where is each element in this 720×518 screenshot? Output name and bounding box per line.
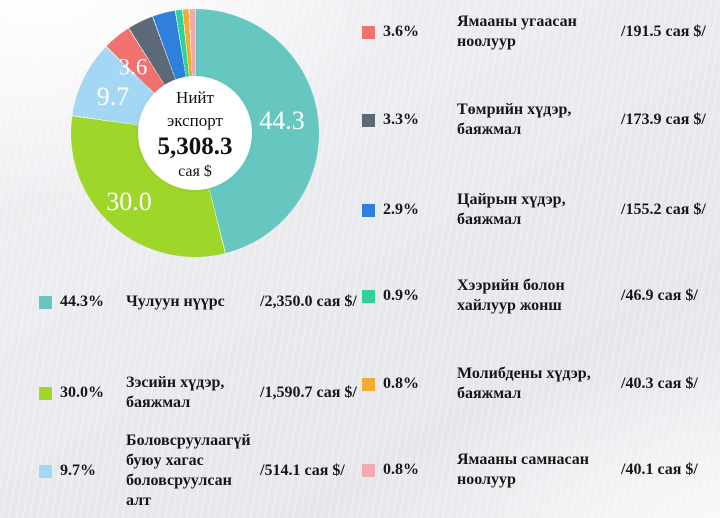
center-unit: сая $ bbox=[178, 163, 212, 181]
legend-value: /191.5 сая $/ bbox=[621, 23, 706, 40]
legend-item: 30.0% Зэсийн хүдэр, баяжмал/1,590.7 сая $… bbox=[35, 362, 357, 424]
legend-percent: 9.7% bbox=[60, 462, 96, 479]
legend-label: Цайрын хүдэр, баяжмал bbox=[457, 191, 566, 228]
legend-swatch bbox=[39, 464, 52, 478]
legend-label: Боловсруулаагүй буюу хагас боловсруулсан… bbox=[126, 432, 251, 509]
legend-item: 3.6% Ямааны угаасан ноолуур/191.5 сая $/ bbox=[358, 8, 716, 56]
legend-swatch bbox=[362, 289, 375, 303]
legend-column-right: 3.6% Ямааны угаасан ноолуур/191.5 сая $/3… bbox=[358, 0, 716, 518]
legend-item: 44.3% Чулуун нүүрс/2,350.0 сая $/ bbox=[35, 278, 357, 326]
legend-item: 0.9% Хээрийн болон хайлуур жонш/46.9 сая … bbox=[358, 272, 716, 320]
legend-item: 3.3% Төмрийн хүдэр, баяжмал/173.9 сая $/ bbox=[358, 96, 716, 144]
donut-center: Нийт экспорт 5,308.3 сая $ bbox=[138, 76, 252, 190]
pie-slice-label: 3.6 bbox=[118, 54, 148, 80]
legend-swatch bbox=[39, 295, 52, 309]
legend-swatch bbox=[362, 377, 375, 391]
legend-label: Ямааны самнасан ноолуур bbox=[457, 451, 589, 488]
legend-value: /514.1 сая $/ bbox=[260, 462, 345, 479]
legend-label: Молибдены хүдэр, баяжмал bbox=[457, 365, 591, 402]
pie-chart: 44.3 30.0 9.7 3.6 Нийт экспорт 5,308.3 с… bbox=[71, 9, 319, 257]
legend-percent: 3.3% bbox=[383, 111, 419, 128]
legend-value: /46.9 сая $/ bbox=[621, 287, 698, 304]
legend-value: /173.9 сая $/ bbox=[621, 111, 706, 128]
pie-slice-label: 9.7 bbox=[96, 82, 130, 111]
legend-label: Зэсийн хүдэр, баяжмал bbox=[126, 374, 225, 411]
center-total-value: 5,308.3 bbox=[157, 132, 233, 160]
legend-swatch bbox=[362, 113, 375, 127]
legend-label: Ямааны угаасан ноолуур bbox=[457, 13, 577, 50]
legend-value: /40.3 сая $/ bbox=[621, 375, 698, 392]
legend-column-left: 44.3% Чулуун нүүрс/2,350.0 сая $/ 30.0% Зэс… bbox=[35, 0, 357, 518]
legend-swatch bbox=[362, 203, 375, 217]
legend-item: 0.8% Ямааны самнасан ноолуур/40.1 сая $/ bbox=[358, 446, 716, 494]
center-title-line1: Нийт bbox=[176, 87, 214, 107]
legend-percent: 2.9% bbox=[383, 201, 419, 218]
legend-item: 0.8% Молибдены хүдэр, баяжмал/40.3 сая $/ bbox=[358, 360, 716, 408]
legend-value: /2,350.0 сая $/ bbox=[260, 293, 357, 310]
legend-percent: 3.6% bbox=[383, 23, 419, 40]
center-title-line2: экспорт bbox=[167, 110, 223, 130]
pie-slice-label: 44.3 bbox=[259, 106, 305, 135]
pie-slice-label: 30.0 bbox=[106, 187, 152, 216]
legend-swatch bbox=[362, 463, 375, 477]
legend-label: Төмрийн хүдэр, баяжмал bbox=[457, 101, 572, 138]
legend-percent: 30.0% bbox=[60, 384, 104, 401]
legend-label: Чулуун нүүрс bbox=[126, 293, 225, 310]
legend-percent: 44.3% bbox=[60, 293, 104, 310]
legend-label: Хээрийн болон хайлуур жонш bbox=[457, 277, 565, 314]
legend-item: 2.9% Цайрын хүдэр, баяжмал/155.2 сая $/ bbox=[358, 186, 716, 234]
legend-swatch bbox=[39, 386, 52, 400]
legend-percent: 0.9% bbox=[383, 287, 419, 304]
legend-percent: 0.8% bbox=[383, 375, 419, 392]
legend-percent: 0.8% bbox=[383, 461, 419, 478]
legend-item: 9.7% Боловсруулаагүй буюу хагас боловсруу… bbox=[35, 428, 357, 514]
legend-swatch bbox=[362, 25, 375, 39]
legend-value: /1,590.7 сая $/ bbox=[260, 384, 357, 401]
legend-value: /40.1 сая $/ bbox=[621, 461, 698, 478]
legend-value: /155.2 сая $/ bbox=[621, 201, 706, 218]
